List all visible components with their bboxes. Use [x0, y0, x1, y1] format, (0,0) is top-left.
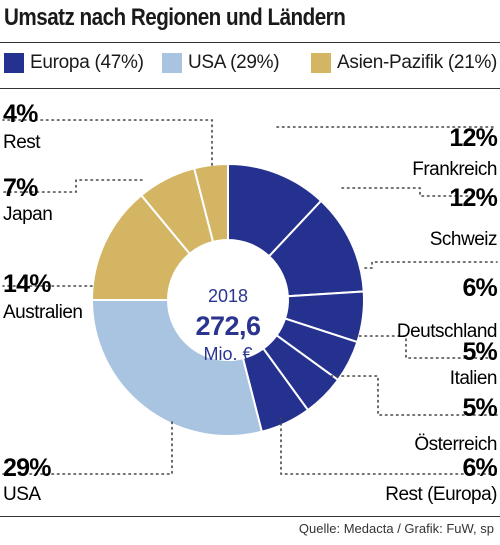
data-label-name-rest: Rest	[3, 132, 41, 153]
legend-item-europa: Europa (47%)	[4, 52, 144, 74]
data-label-name-oesterreich: Österreich	[414, 434, 497, 455]
legend-label-europa: Europa (47%)	[30, 52, 144, 73]
data-label-pct-japan: 7%	[3, 174, 38, 202]
data-label-name-schweiz: Schweiz	[430, 229, 497, 250]
center-year: 2018	[208, 286, 248, 306]
data-label-name-japan: Japan	[3, 204, 52, 225]
leader-line-japan	[2, 179, 143, 193]
leader-line-oesterreich	[330, 375, 498, 416]
leader-line-rest	[2, 119, 213, 166]
legend-label-usa: USA (29%)	[188, 52, 280, 73]
data-label-name-italien: Italien	[450, 368, 497, 389]
source-note: Quelle: Medacta / Grafik: FuW, sp	[298, 521, 494, 536]
slice-rest	[192, 162, 229, 244]
data-label-name-usa: USA	[3, 484, 41, 505]
leader-line-usa	[2, 421, 173, 475]
legend: Europa (47%) USA (29%) Asien-Pazifik (21…	[4, 52, 500, 82]
data-label-pct-rest: 4%	[3, 100, 38, 128]
data-label-pct-rest-europa: 6%	[462, 454, 497, 482]
leader-line-deutschland	[364, 261, 498, 269]
data-label-pct-usa: 29%	[3, 454, 51, 482]
data-label-name-australien: Australien	[3, 302, 83, 323]
data-label-name-rest-europa: Rest (Europa)	[385, 484, 497, 505]
legend-item-asien-pazifik: Asien-Pazifik (21%)	[311, 52, 497, 74]
data-label-pct-italien: 5%	[462, 338, 497, 366]
leader-line-schweiz	[341, 187, 498, 197]
title-divider	[0, 42, 500, 43]
chart-title: Umsatz nach Regionen und Ländern	[4, 4, 346, 31]
legend-item-usa: USA (29%)	[162, 52, 280, 74]
center-unit: Mio. €	[203, 344, 252, 364]
data-label-pct-deutschland: 6%	[462, 274, 497, 302]
legend-swatch-usa	[162, 53, 182, 73]
legend-swatch-asien-pazifik	[311, 53, 331, 73]
leader-line-rest-europa	[280, 417, 498, 475]
data-label-name-frankreich: Frankreich	[412, 159, 497, 180]
data-label-pct-frankreich: 12%	[449, 124, 497, 152]
data-label-pct-schweiz: 12%	[449, 184, 497, 212]
donut-hole	[169, 241, 287, 359]
legend-divider	[0, 88, 500, 89]
data-label-pct-oesterreich: 5%	[462, 394, 497, 422]
center-total: 272,6	[195, 311, 261, 341]
data-label-name-deutschland: Deutschland	[397, 321, 497, 342]
source-divider	[0, 516, 500, 517]
legend-label-asien-pazifik: Asien-Pazifik (21%)	[337, 52, 498, 73]
slice-usa	[90, 299, 264, 437]
data-label-pct-australien: 14%	[3, 270, 51, 298]
legend-swatch-europa	[4, 53, 24, 73]
